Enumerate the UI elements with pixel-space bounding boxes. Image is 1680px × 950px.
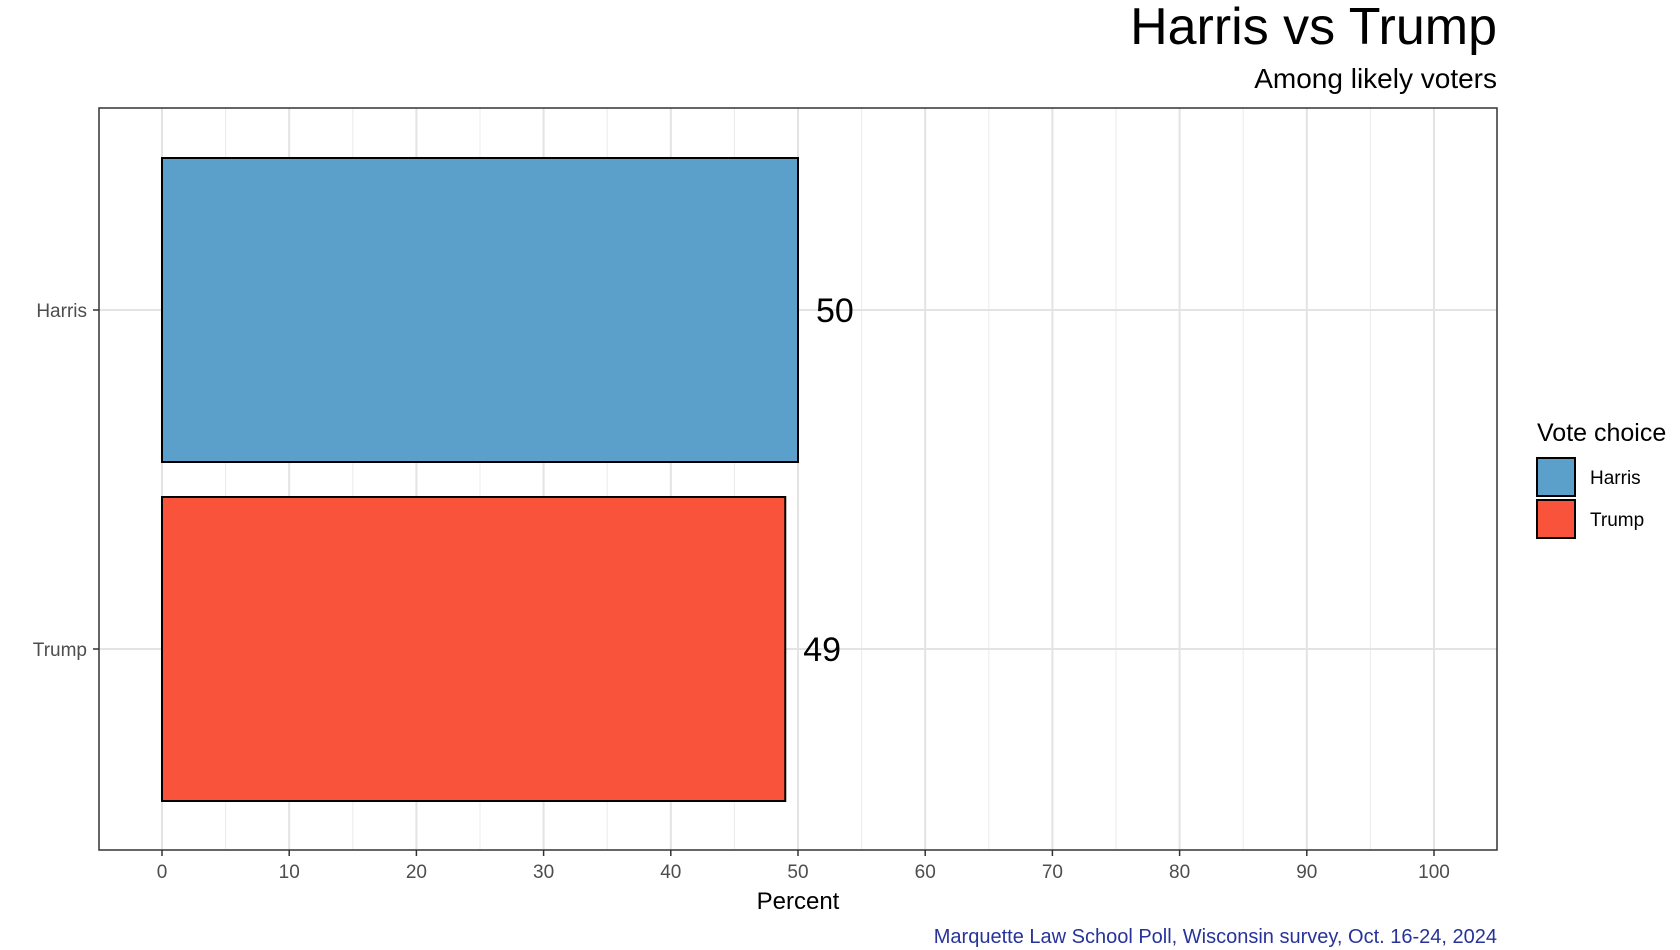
x-tick-label: 30: [533, 862, 554, 883]
legend: Vote choice Harris Trump: [1536, 419, 1666, 539]
bar-harris: [161, 157, 799, 463]
bar-trump: [161, 496, 787, 802]
chart-subtitle: Among likely voters: [1254, 63, 1497, 94]
legend-title: Vote choice: [1537, 419, 1666, 447]
data-label: 49: [803, 631, 841, 669]
x-tick-label: 60: [915, 862, 936, 883]
chart-caption: Marquette Law School Poll, Wisconsin sur…: [934, 926, 1497, 948]
y-tick-label: Trump: [33, 640, 87, 661]
x-tick-label: 90: [1296, 862, 1317, 883]
x-tick-label: 20: [406, 862, 427, 883]
x-tick-label: 80: [1169, 862, 1190, 883]
plot-area: 50 49 Harris Trump 0 10 20 30 40 50 60 70 80 90 100: [33, 107, 1498, 883]
x-tick-label: 40: [660, 862, 681, 883]
legend-key-trump: [1536, 499, 1576, 539]
legend-label: Harris: [1590, 468, 1641, 489]
x-tick-label: 50: [787, 862, 808, 883]
x-tick-label: 100: [1418, 862, 1450, 883]
legend-key-harris: [1536, 457, 1576, 497]
x-tick-label: 0: [157, 862, 168, 883]
chart-title: Harris vs Trump: [1130, 0, 1497, 56]
legend-label: Trump: [1590, 510, 1644, 531]
x-axis-title: Percent: [757, 888, 840, 915]
x-tick-label: 70: [1042, 862, 1063, 883]
y-tick-label: Harris: [36, 301, 87, 322]
x-tick-label: 10: [279, 862, 300, 883]
data-label: 50: [816, 292, 854, 330]
